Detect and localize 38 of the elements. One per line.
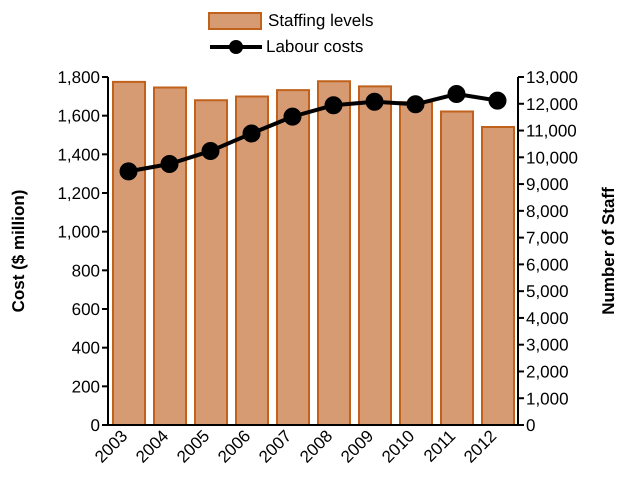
y2-tick-label: 2,000 [526,362,569,382]
y-tick-label: 0 [90,416,100,436]
point [406,95,424,114]
y2-tick-label: 13,000 [526,68,578,88]
y2-tick-label: 7,000 [526,228,569,248]
y-tick-label: 1,400 [57,145,100,164]
y2-tick-label: 8,000 [526,202,569,221]
point [448,85,466,104]
point [324,96,342,114]
y2-tick-label: 3,000 [526,336,569,355]
y2-tick-label: 1,000 [526,389,569,408]
y-tick-label: 600 [72,300,100,320]
y2-axis-title: Number of Staff [599,186,618,315]
y2-tick-label: 0 [526,416,536,436]
point [242,124,260,142]
y-axis-title: Cost ($ million) [9,190,28,312]
y2-tick-label: 4,000 [526,308,569,328]
legend-label: Labour costs [266,36,364,58]
y-tick-label: 1,000 [57,222,100,242]
y-tick-label: 1,200 [57,184,100,204]
y-tick-label: 800 [72,261,100,280]
point [202,142,220,160]
point [160,155,178,173]
point [120,162,138,180]
y2-tick-label: 6,000 [526,255,569,274]
y-tick-label: 1,600 [57,106,100,126]
y2-tick-label: 10,000 [526,148,578,168]
y-tick-label: 400 [72,338,100,358]
y2-tick-label: 12,000 [526,94,578,114]
y2-tick-label: 9,000 [526,175,569,194]
point [488,92,506,110]
point [366,92,384,111]
point [284,108,302,126]
legend-label: Staffing levels [268,10,374,32]
y-tick-label: 1,800 [57,68,100,88]
y2-tick-label: 11,000 [526,122,577,141]
y2-tick-label: 5,000 [526,282,569,302]
y-tick-label: 200 [72,377,100,396]
